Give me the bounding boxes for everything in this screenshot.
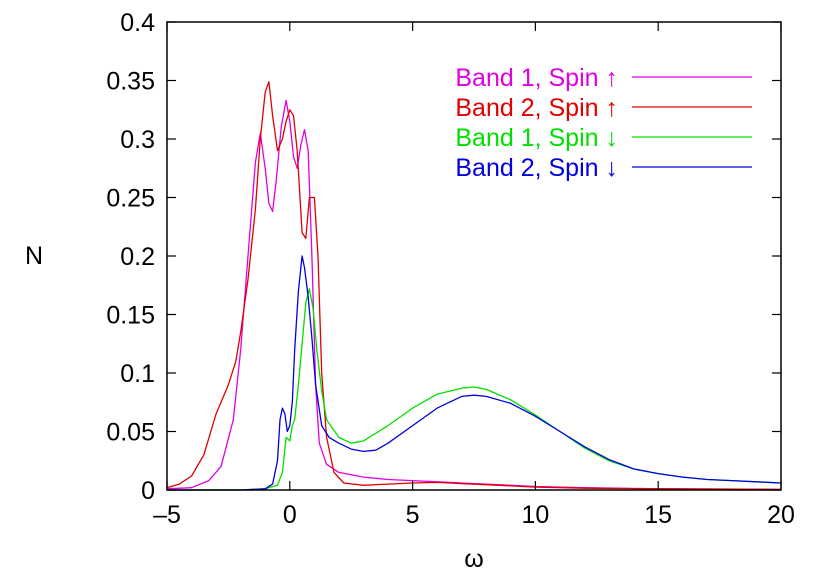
series-line-2 [166, 81, 782, 491]
legend-entry-label: Band 1, Spin ↑ [455, 64, 618, 92]
legend-entry-label: Band 2, Spin ↑ [455, 94, 618, 122]
legend: Band 1, Spin ↑Band 2, Spin ↑Band 1, Spin… [455, 64, 752, 182]
series-line-4 [167, 255, 782, 491]
x-axis-label: ω [464, 545, 484, 570]
x-tick-label: 15 [644, 501, 672, 529]
series-layer [166, 81, 782, 491]
y-tick-label: 0.35 [106, 68, 155, 96]
y-tick-label: 0.05 [106, 419, 155, 447]
x-tick-label: –5 [153, 501, 181, 529]
y-tick-label: 0.15 [106, 302, 155, 330]
x-tick-label: 0 [283, 501, 297, 529]
y-axis-label: N [25, 242, 43, 270]
y-tick-label: 0.1 [120, 360, 155, 388]
y-tick-label: 0 [141, 477, 155, 505]
x-tick-label: 5 [406, 501, 420, 529]
legend-entry-label: Band 1, Spin ↓ [455, 124, 618, 152]
series-line-3 [167, 288, 782, 491]
y-tick-label: 0.25 [106, 185, 155, 213]
x-tick-label: 20 [767, 501, 795, 529]
x-tick-label: 10 [521, 501, 549, 529]
y-tick-label: 0.3 [120, 126, 155, 154]
plot-frame [166, 21, 782, 491]
y-tick-label: 0.4 [120, 9, 155, 37]
y-tick-label: 0.2 [120, 243, 155, 271]
legend-entry-label: Band 2, Spin ↓ [455, 154, 618, 182]
